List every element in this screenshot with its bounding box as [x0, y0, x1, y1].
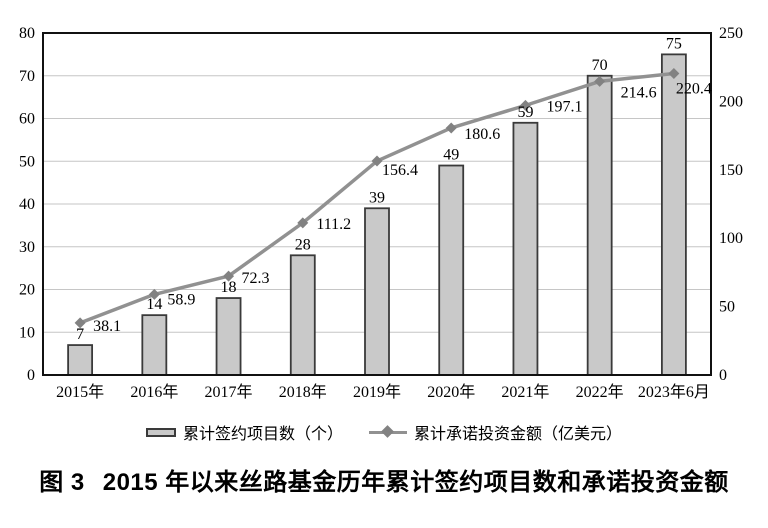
y-axis-label-left: 20 [19, 282, 35, 299]
y-axis-label-right: 0 [719, 367, 727, 384]
y-axis-label-right: 200 [719, 93, 743, 110]
x-axis-label: 2020年 [427, 383, 475, 401]
bar [364, 207, 390, 376]
line-marker [445, 122, 457, 134]
diamond-marker-icon [381, 425, 394, 438]
x-axis-label: 2021年 [501, 383, 549, 401]
line-marker [519, 99, 531, 111]
combo-chart-canvas: 0 10 20 30 40 50 60 70 80 0 50 100 150 200 250 2015年 201… [19, 25, 743, 401]
bar-value-label: 75 [666, 35, 682, 52]
x-axis-label: 2022年 [576, 383, 624, 401]
x-axis-label: 2016年 [130, 383, 178, 401]
line-value-label: 220.4 [676, 80, 712, 97]
line-marker [594, 75, 606, 87]
y-axis-label-right: 50 [719, 299, 735, 316]
y-axis-label-left: 80 [19, 25, 35, 42]
x-axis-label: 2018年 [279, 383, 327, 401]
legend-item-projects: 累计签约项目数（个） [145, 420, 343, 444]
line-value-label: 156.4 [382, 162, 418, 179]
bar-value-label: 7 [76, 326, 84, 343]
line-marker [668, 67, 680, 79]
bar-value-label: 70 [592, 57, 608, 74]
bar [586, 74, 613, 376]
y-axis-label-left: 10 [19, 324, 35, 341]
chart-legend: 累计签约项目数（个） 累计承诺投资金额（亿美元） [0, 420, 768, 444]
y-axis-label-left: 0 [27, 367, 35, 384]
figure-number: 图 3 [39, 469, 85, 496]
line-series-swatch [369, 425, 407, 438]
y-axis-label-right: 100 [719, 230, 743, 247]
x-axis-label: 2015年 [56, 383, 104, 401]
bar [215, 297, 242, 376]
bar-value-label: 18 [221, 279, 237, 296]
line-marker [297, 217, 309, 229]
line-marker [74, 317, 86, 329]
figure-caption: 图 3 2015 年以来丝路基金历年累计签约项目数和承诺投资金额 [0, 468, 768, 498]
bar [67, 344, 94, 376]
line-value-label: 197.1 [546, 98, 582, 115]
x-axis-label: 2023年6月 [638, 383, 710, 401]
bar-value-label: 14 [146, 296, 162, 313]
y-axis-label-right: 150 [719, 162, 743, 179]
line-value-label: 180.6 [464, 126, 500, 143]
bar [512, 121, 539, 376]
legend-label-projects: 累计签约项目数（个） [182, 426, 343, 443]
line-value-label: 72.3 [242, 270, 270, 287]
y-axis-label-left: 40 [19, 196, 35, 213]
bar-value-label: 39 [369, 189, 385, 206]
bar-value-label: 59 [517, 104, 533, 121]
y-axis-label-left: 50 [19, 153, 35, 170]
x-axis-label: 2019年 [353, 383, 401, 401]
y-axis-label-left: 30 [19, 239, 35, 256]
legend-item-investment: 累计承诺投资金额（亿美元） [369, 420, 622, 444]
line-value-label: 214.6 [621, 84, 657, 101]
bar [289, 254, 316, 376]
bar-series-swatch [145, 427, 176, 437]
line-value-label: 38.1 [93, 318, 121, 335]
bar-value-label: 49 [443, 147, 459, 164]
line-marker [371, 155, 383, 167]
line-value-label: 111.2 [316, 216, 351, 233]
y-axis-label-right: 250 [719, 25, 743, 42]
bar [141, 314, 168, 376]
line-marker [223, 270, 235, 282]
bar [660, 53, 687, 376]
y-axis-label-left: 70 [19, 68, 35, 85]
y-axis-label-left: 60 [19, 111, 35, 128]
line-marker [148, 288, 160, 300]
x-axis-label: 2017年 [205, 383, 253, 401]
line-value-label: 58.9 [167, 291, 195, 308]
plot-border [42, 32, 712, 376]
figure-title: 2015 年以来丝路基金历年累计签约项目数和承诺投资金额 [102, 469, 729, 496]
legend-label-investment: 累计承诺投资金额（亿美元） [414, 426, 623, 443]
bar [438, 164, 465, 376]
bar-value-label: 28 [295, 236, 311, 253]
